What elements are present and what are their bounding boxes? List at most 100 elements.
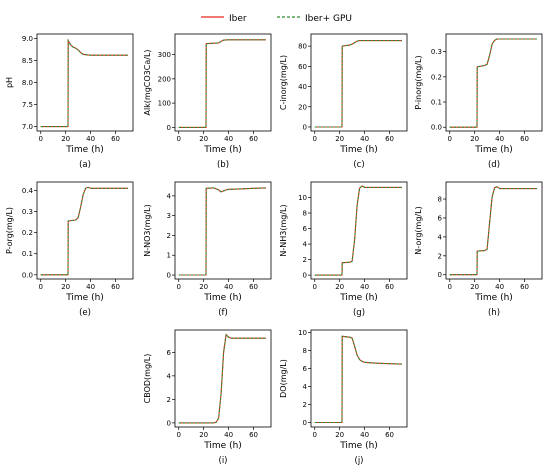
y-tick-label: 10: [298, 194, 307, 202]
x-tick-label: 0: [313, 135, 317, 143]
y-tick-label: 0: [303, 419, 307, 427]
y-tick-label: 40: [298, 83, 307, 91]
y-axis-label: DO(mg/L): [279, 359, 288, 398]
y-tick-label: 0.1: [22, 250, 33, 258]
y-tick-label: 4: [303, 241, 308, 249]
plot-frame: [174, 181, 272, 280]
y-tick-label: 8: [438, 196, 442, 204]
panel-caption: (j): [355, 456, 364, 466]
y-tick-label: 0.3: [22, 208, 33, 216]
y-tick-label: 0.2: [431, 73, 442, 81]
x-axis-label: Time (h): [474, 145, 513, 155]
panel-caption: (e): [79, 308, 91, 318]
y-tick-label: 2: [303, 256, 307, 264]
plot-frame: [310, 181, 408, 280]
y-axis-label: P-org(mg/L): [5, 207, 14, 254]
y-tick-label: 0: [438, 271, 442, 279]
y-tick-label: 4: [167, 192, 172, 200]
y-tick-label: 2: [167, 396, 171, 404]
y-tick-label: 0.0: [22, 271, 33, 279]
plot-frame: [445, 181, 543, 280]
series-line-iber-gpu: [40, 38, 128, 128]
panel-a: 0 20 40 60 7.0 7.5 8.0 8.5 9.0 Time (h) pH (a): [5, 33, 134, 170]
x-axis-label: Time (h): [339, 441, 378, 451]
y-tick-label: 7.5: [22, 101, 33, 109]
y-tick-label: 300: [158, 51, 171, 59]
series-line-iber-gpu: [314, 185, 402, 276]
x-tick-label: 60: [249, 431, 258, 439]
y-axis-label: pH: [5, 77, 14, 88]
y-tick-label: 4: [438, 233, 443, 241]
x-tick-label: 20: [335, 283, 344, 291]
panel-caption: (f): [218, 308, 228, 318]
y-axis-label: N-org(mg/L): [414, 206, 423, 254]
x-tick-label: 40: [495, 135, 504, 143]
x-axis-label: Time (h): [339, 145, 378, 155]
x-tick-label: 60: [111, 283, 120, 291]
y-tick-label: 0: [167, 124, 171, 132]
y-tick-label: 80: [298, 43, 307, 51]
y-tick-label: 6: [303, 365, 308, 373]
series-line-iber: [40, 38, 128, 128]
panel-d: 0 20 40 60 0.0 0.1 0.2 0.3 Time (h) P-inorg(mg/L)…: [414, 33, 543, 170]
panel-b: 0 20 40 60 0 100 200 300 Time (h) Alk(mgCO3Ca/L) (…: [143, 33, 272, 170]
y-tick-label: 0.3: [431, 48, 442, 56]
x-tick-label: 20: [199, 135, 208, 143]
panel-g: 0 20 40 60 0 2 4 6 8 10 Time (h) N-NH3(mg/L) (g): [279, 181, 408, 318]
series-line-iber-gpu: [178, 333, 266, 424]
y-tick-label: 8.0: [22, 79, 33, 87]
x-tick-label: 40: [360, 431, 369, 439]
plot-frame: [445, 33, 543, 132]
y-tick-label: 1: [167, 252, 171, 260]
y-tick-label: 0.0: [431, 124, 442, 132]
y-tick-label: 0.2: [22, 229, 33, 237]
legend-label-iber: Iber: [229, 14, 247, 24]
x-axis-label: Time (h): [474, 293, 513, 303]
y-tick-label: 8: [303, 210, 307, 218]
x-tick-label: 20: [199, 431, 208, 439]
x-tick-label: 0: [177, 283, 181, 291]
x-axis-label: Time (h): [65, 145, 104, 155]
series-line-iber: [314, 40, 402, 128]
x-tick-label: 40: [360, 283, 369, 291]
y-tick-label: 8: [303, 347, 307, 355]
panel-caption: (b): [217, 160, 229, 170]
x-tick-label: 40: [224, 283, 233, 291]
x-tick-label: 60: [111, 135, 120, 143]
y-tick-label: 0: [167, 272, 171, 280]
series-line-iber: [178, 39, 266, 128]
panel-h: 0 20 40 60 0 2 4 6 8 Time (h) N-org(mg/L) (h): [414, 181, 543, 318]
y-tick-label: 0: [303, 272, 307, 280]
series-line-iber-gpu: [178, 39, 266, 128]
x-tick-label: 20: [199, 283, 208, 291]
panel-caption: (c): [353, 160, 364, 170]
y-tick-label: 10: [298, 329, 307, 337]
y-axis-label: N-NH3(mg/L): [279, 204, 288, 256]
x-axis-label: Time (h): [203, 145, 242, 155]
x-tick-label: 60: [520, 135, 529, 143]
x-tick-label: 40: [224, 135, 233, 143]
y-tick-label: 6: [438, 214, 443, 222]
plot-frame: [36, 181, 134, 280]
x-axis-label: Time (h): [203, 441, 242, 451]
series-line-iber-gpu: [314, 335, 403, 424]
y-tick-label: 0.4: [22, 187, 34, 195]
x-tick-label: 60: [249, 283, 258, 291]
x-tick-label: 40: [224, 431, 233, 439]
x-tick-label: 20: [470, 135, 479, 143]
y-axis-label: Alk(mgCO3Ca/L): [143, 49, 152, 115]
y-axis-label: CBOD(mg/L): [143, 354, 152, 404]
x-tick-label: 0: [177, 431, 181, 439]
y-tick-label: 100: [158, 100, 171, 108]
x-tick-label: 0: [313, 431, 317, 439]
panel-caption: (d): [488, 160, 500, 170]
x-tick-label: 0: [39, 135, 43, 143]
x-tick-label: 0: [448, 135, 452, 143]
panel-e: 0 20 40 60 0.0 0.1 0.2 0.3 0.4 Time (h) P-org(mg/L…: [5, 181, 134, 318]
series-line-iber-gpu: [314, 40, 402, 128]
y-tick-label: 0.1: [431, 99, 442, 107]
x-tick-label: 20: [335, 431, 344, 439]
y-tick-label: 8.5: [22, 57, 33, 65]
plot-frame: [310, 33, 408, 132]
x-tick-label: 60: [385, 135, 394, 143]
